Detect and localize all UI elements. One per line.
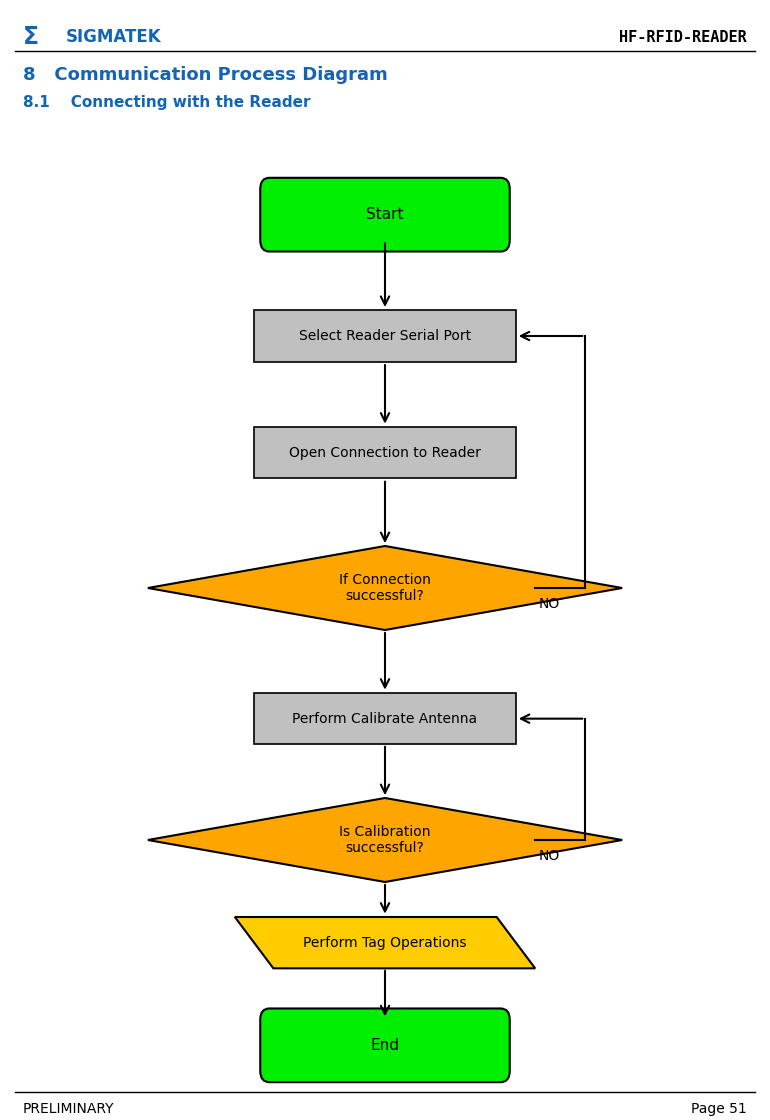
Text: Perform Tag Operations: Perform Tag Operations	[303, 935, 467, 950]
FancyBboxPatch shape	[260, 1008, 510, 1082]
Text: Select Reader Serial Port: Select Reader Serial Port	[299, 329, 471, 343]
Bar	[254, 693, 516, 745]
Polygon shape	[148, 547, 622, 629]
Bar	[254, 310, 516, 362]
Text: Is Calibration
successful?: Is Calibration successful?	[340, 825, 430, 855]
Text: If Connection
successful?: If Connection successful?	[339, 573, 431, 603]
Text: Open Connection to Reader: Open Connection to Reader	[289, 446, 481, 459]
Text: PRELIMINARY: PRELIMINARY	[23, 1102, 115, 1116]
Bar	[254, 427, 516, 478]
FancyBboxPatch shape	[260, 178, 510, 252]
Text: SIGMATEK: SIGMATEK	[65, 28, 161, 46]
Polygon shape	[235, 917, 535, 969]
Text: Start: Start	[367, 207, 403, 222]
Text: 8   Communication Process Diagram: 8 Communication Process Diagram	[23, 66, 388, 84]
Polygon shape	[148, 797, 622, 883]
Text: 8.1    Connecting with the Reader: 8.1 Connecting with the Reader	[23, 95, 310, 110]
Text: NO: NO	[539, 849, 561, 862]
Text: End: End	[370, 1038, 400, 1053]
Text: Perform Calibrate Antenna: Perform Calibrate Antenna	[293, 711, 477, 726]
Text: NO: NO	[539, 597, 561, 610]
Text: Σ: Σ	[23, 26, 39, 49]
Text: HF-RFID-READER: HF-RFID-READER	[619, 30, 747, 45]
Text: Page 51: Page 51	[691, 1102, 747, 1116]
